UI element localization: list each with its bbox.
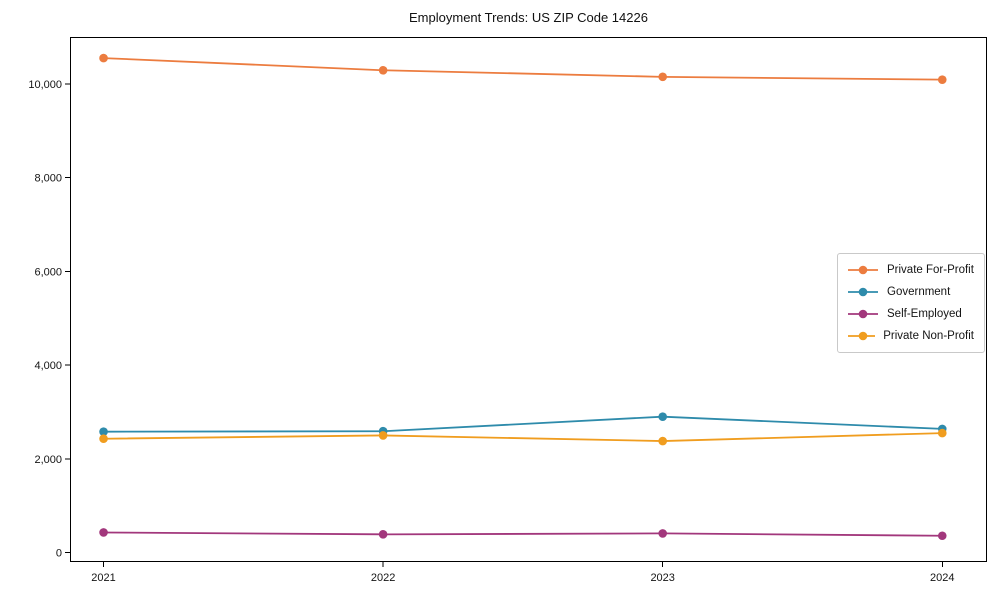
- legend-entry: Private Non-Profit: [847, 325, 974, 347]
- data-point-marker: [378, 431, 388, 440]
- chart-title: Employment Trends: US ZIP Code 14226: [409, 10, 648, 25]
- series-self-employed: [99, 528, 947, 541]
- legend-marker-icon: [848, 287, 878, 297]
- y-tick-label: 10,000: [28, 79, 62, 91]
- legend-entry: Self-Employed: [847, 303, 974, 325]
- data-point-marker: [937, 75, 947, 84]
- data-point-marker: [378, 530, 388, 539]
- legend-label: Government: [887, 286, 951, 298]
- legend-marker-icon: [848, 309, 878, 319]
- data-point-marker: [378, 65, 388, 75]
- series-line: [102, 57, 944, 81]
- data-point-marker: [937, 531, 947, 541]
- series-government: [99, 412, 947, 436]
- legend: Private For-Profit Government Self-Employe…: [837, 253, 985, 353]
- legend-entry: Government: [847, 281, 974, 303]
- data-point-marker: [658, 412, 667, 421]
- data-point-marker: [658, 436, 667, 446]
- series-line: [102, 432, 944, 442]
- x-tick-label: 2024: [930, 572, 954, 584]
- axes-spines: [69, 36, 988, 563]
- data-point-marker: [99, 427, 108, 436]
- series-line: [102, 531, 944, 537]
- legend-marker-icon: [848, 265, 878, 275]
- y-tick-label: 2,000: [34, 454, 62, 466]
- data-point-marker: [937, 428, 947, 438]
- legend-label: Private Non-Profit: [883, 330, 974, 342]
- data-point-marker: [99, 434, 108, 444]
- series-line: [102, 415, 944, 433]
- legend-label: Private For-Profit: [887, 264, 974, 276]
- data-point-marker: [658, 529, 667, 538]
- legend-entry: Private For-Profit: [847, 259, 974, 281]
- y-tick-label: 0: [56, 548, 62, 560]
- legend-label: Self-Employed: [887, 308, 962, 320]
- x-tick-label: 2021: [91, 572, 115, 584]
- y-tick-label: 6,000: [34, 266, 62, 278]
- legend-marker-icon: [848, 331, 876, 341]
- y-tick-label: 4,000: [34, 360, 62, 372]
- y-tick-label: 8,000: [34, 173, 62, 185]
- series-private-for-profit: [99, 53, 947, 84]
- data-point-marker: [99, 53, 108, 63]
- series-private-non-profit: [99, 428, 947, 446]
- data-point-marker: [99, 528, 108, 537]
- data-point-marker: [658, 72, 667, 82]
- x-tick-label: 2022: [371, 572, 395, 584]
- x-tick-label: 2023: [650, 572, 674, 584]
